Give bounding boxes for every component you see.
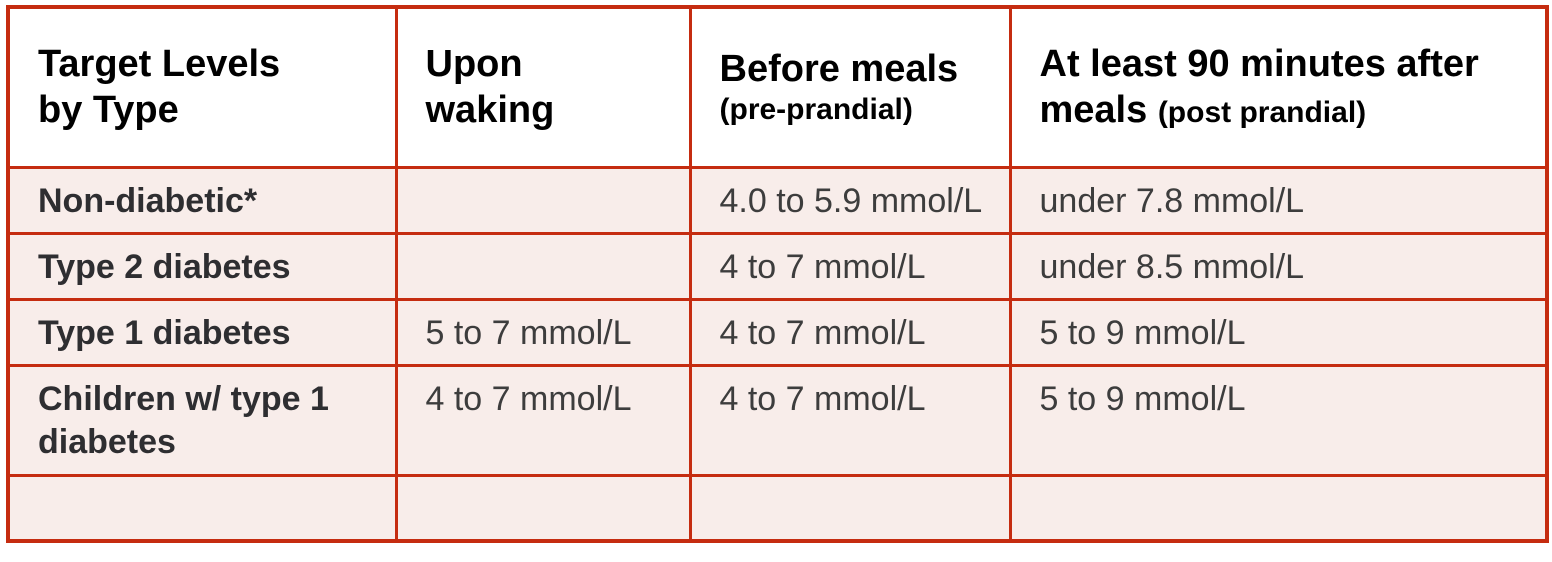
after-meals-value: under 8.5 mmol/L [1008,231,1549,301]
before-meals-value: 4.0 to 5.9 mmol/L [688,165,1012,235]
before-meals-value [688,473,1012,543]
row-label [6,473,398,543]
header-after-meals: At least 90 minutes after meals (post pr… [1008,5,1549,169]
upon-waking-value [394,473,692,543]
header-after-meals-text: At least 90 minutes after meals [1039,42,1479,132]
before-meals-value: 4 to 7 mmol/L [688,363,1012,477]
upon-waking-value: 5 to 7 mmol/L [394,297,692,367]
before-meals-value: 4 to 7 mmol/L [688,231,1012,301]
header-pre-prandial-text: (pre-prandial) [719,93,913,127]
table-row-type-1-diabetes: Type 1 diabetes 5 to 7 mmol/L 4 to 7 mmo… [6,297,1549,367]
before-meals-value: 4 to 7 mmol/L [688,297,1012,367]
after-meals-value [1008,473,1549,543]
row-label: Non-diabetic* [6,165,398,235]
after-meals-value: under 7.8 mmol/L [1008,165,1549,235]
upon-waking-value: 4 to 7 mmol/L [394,363,692,477]
row-label: Type 2 diabetes [6,231,398,301]
after-meals-value: 5 to 9 mmol/L [1008,363,1549,477]
table-row-non-diabetic: Non-diabetic* 4.0 to 5.9 mmol/L under 7.… [6,165,1549,235]
table-row-children-type-1-diabetes: Children w/ type 1 diabetes 4 to 7 mmol/… [6,363,1549,477]
row-label: Type 1 diabetes [6,297,398,367]
glucose-target-levels-table: Target Levels by Type Upon waking Before… [6,5,1549,543]
header-row: Target Levels by Type Upon waking Before… [6,5,1549,169]
header-target-levels-by-type: Target Levels by Type [6,5,398,169]
row-label: Children w/ type 1 diabetes [6,363,398,477]
header-target-levels-text: Target Levels by Type [38,42,281,132]
after-meals-value: 5 to 9 mmol/L [1008,297,1549,367]
header-upon-waking-text: Upon waking [425,42,555,132]
header-before-meals: Before meals (pre-prandial) [688,5,1012,169]
upon-waking-value [394,231,692,301]
header-upon-waking: Upon waking [394,5,692,169]
upon-waking-value [394,165,692,235]
header-post-prandial-text: (post prandial) [1157,96,1367,130]
header-before-meals-text: Before meals [719,47,959,90]
table-row-empty [6,473,1549,543]
table-row-type-2-diabetes: Type 2 diabetes 4 to 7 mmol/L under 8.5 … [6,231,1549,301]
